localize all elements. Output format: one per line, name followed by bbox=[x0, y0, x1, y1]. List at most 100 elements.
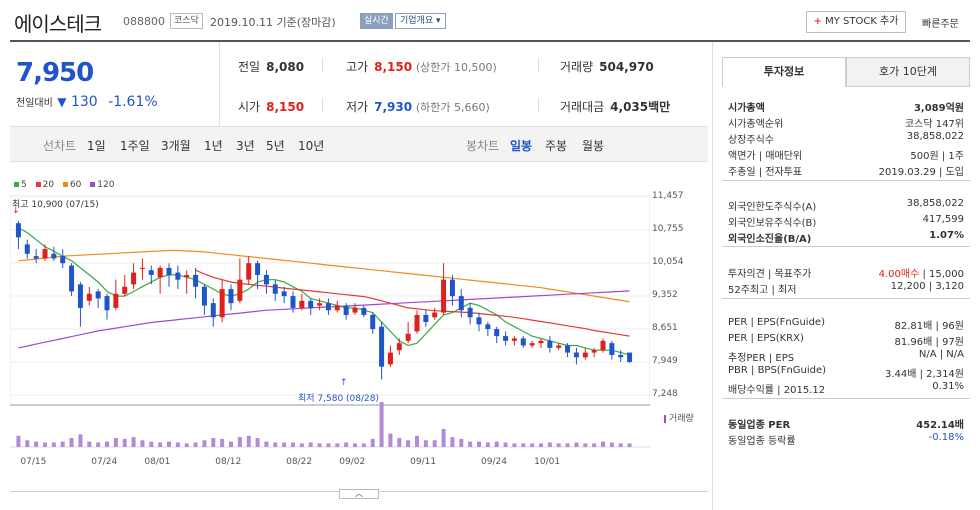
y-tick-label: 10,054 bbox=[652, 257, 684, 267]
candle-body bbox=[166, 267, 172, 275]
candle-body bbox=[379, 326, 385, 367]
info-label: 추정PER | EPS bbox=[728, 353, 795, 364]
stock-code: 088800 bbox=[123, 15, 165, 28]
period-monthly[interactable]: 월봉 bbox=[582, 139, 605, 153]
period-weekly[interactable]: 주봉 bbox=[545, 139, 568, 153]
volume-bar bbox=[530, 443, 535, 447]
change-value: 130 bbox=[70, 94, 98, 110]
down-arrow-icon: ↓ bbox=[12, 206, 20, 216]
y-tick-label: 11,457 bbox=[652, 191, 684, 201]
candlestick-chart[interactable] bbox=[10, 195, 650, 457]
section-divider bbox=[722, 398, 970, 399]
legend-ma5-label: 5 bbox=[21, 180, 27, 190]
x-tick-label: 07/24 bbox=[91, 457, 118, 467]
candle-body bbox=[485, 324, 491, 330]
period-3y[interactable]: 3년 bbox=[236, 139, 255, 153]
candle-body bbox=[556, 345, 562, 348]
info-value: 3.44배 | 2,314원 bbox=[884, 369, 964, 380]
candle-body bbox=[334, 305, 340, 311]
info-value: 38,858,022 bbox=[906, 198, 964, 209]
plus-icon: + bbox=[813, 16, 822, 27]
volume: 거래량 504,970 bbox=[560, 58, 654, 75]
candle-body bbox=[281, 291, 287, 297]
info-label: PBR | BPS(FnGuide) bbox=[728, 365, 827, 376]
volume-bar bbox=[521, 443, 526, 447]
candle-body bbox=[423, 314, 429, 322]
price-change: 전일대비 ▼ 130 -1.61% bbox=[16, 94, 158, 110]
info-row: PER | EPS(KRX) 81.96배 | 97원 bbox=[722, 331, 970, 348]
volume-bar bbox=[184, 443, 189, 447]
candle-body bbox=[290, 296, 296, 308]
tab-orderbook[interactable]: 호가 10단계 bbox=[846, 57, 970, 87]
volume-bar bbox=[317, 443, 322, 447]
volume-bar bbox=[264, 441, 269, 447]
high-annotation-label: 최고 10,900 (07/15) bbox=[12, 200, 99, 210]
volume-bar bbox=[96, 442, 101, 447]
current-price: 7,950 bbox=[16, 58, 94, 88]
low-value: 7,930 bbox=[374, 100, 413, 114]
volume-bar bbox=[485, 442, 490, 447]
candle-body bbox=[86, 293, 92, 301]
info-label: 동일업종 PER bbox=[728, 420, 791, 431]
info-label: PER | EPS(FnGuide) bbox=[728, 317, 825, 328]
info-value: 코스닥 147위 bbox=[904, 119, 964, 130]
realtime-button[interactable]: 실시간 bbox=[360, 13, 393, 29]
candle-body bbox=[494, 329, 500, 337]
prev-close-label: 전일 bbox=[238, 60, 261, 74]
info-row: 외국인한도주식수(A) 38,858,022 bbox=[722, 196, 970, 213]
market-badge: 코스닥 bbox=[170, 13, 203, 29]
info-row: 시가총액순위 코스닥 147위 bbox=[722, 113, 970, 130]
candle-body bbox=[263, 274, 269, 285]
tab-investment-info[interactable]: 투자정보 bbox=[722, 57, 846, 87]
volume-bar bbox=[140, 440, 145, 447]
ma-legend: 5 20 60 120 bbox=[14, 180, 120, 190]
info-label: 시가총액 bbox=[728, 103, 765, 114]
prev-close: 전일 8,080 bbox=[238, 58, 304, 75]
period-10y[interactable]: 10년 bbox=[298, 139, 325, 153]
info-value: 1.07% bbox=[929, 230, 964, 241]
volume-bar bbox=[565, 443, 570, 447]
period-3m[interactable]: 3개월 bbox=[161, 139, 191, 153]
candle-body bbox=[325, 303, 331, 311]
period-1w[interactable]: 1주일 bbox=[120, 139, 150, 153]
candle-body bbox=[113, 293, 119, 308]
low-label: 저가 bbox=[346, 100, 369, 114]
info-label: 외국인한도주식수(A) bbox=[728, 202, 817, 213]
company-overview-button[interactable]: 기업개요 ▾ bbox=[395, 13, 446, 29]
volume-bar bbox=[43, 442, 47, 447]
candle-body bbox=[573, 352, 579, 358]
stock-header: 에이스테크 088800 코스닥 2019.10.11 기준(장마감) 실시간 … bbox=[0, 0, 980, 40]
collapse-chart-button[interactable]: ︿ bbox=[339, 489, 379, 499]
volume-bar bbox=[503, 442, 508, 447]
section-divider bbox=[722, 298, 970, 299]
volume-bar bbox=[335, 443, 340, 447]
info-label: 액면가 | 매매단위 bbox=[728, 151, 803, 162]
candle-body bbox=[228, 289, 234, 304]
x-tick-label: 08/12 bbox=[215, 457, 242, 467]
add-mystock-button[interactable]: + MY STOCK 추가 bbox=[806, 11, 906, 33]
lower-limit: (하한가 5,660) bbox=[415, 101, 490, 114]
quick-order-link[interactable]: 빠른주문 bbox=[922, 19, 959, 30]
candle-body bbox=[299, 300, 305, 308]
info-row: 배당수익률 | 2015.12 0.31% bbox=[722, 379, 970, 396]
candle-body bbox=[148, 270, 154, 275]
candle-body bbox=[591, 350, 597, 353]
candle-body bbox=[387, 352, 393, 365]
info-row: 상장주식수 38,858,022 bbox=[722, 129, 970, 146]
info-value: 452.14배 bbox=[916, 420, 964, 431]
period-1y[interactable]: 1년 bbox=[204, 139, 223, 153]
period-5y[interactable]: 5년 bbox=[266, 139, 285, 153]
period-daily[interactable]: 일봉 bbox=[510, 139, 533, 153]
volume-bar bbox=[60, 441, 65, 447]
x-tick-label: 09/11 bbox=[410, 457, 437, 467]
volume-bar bbox=[105, 441, 109, 447]
info-value: 4.00매수 | 15,000 bbox=[879, 265, 964, 280]
candle-body bbox=[405, 333, 411, 341]
volume-bar bbox=[69, 438, 74, 447]
period-1d[interactable]: 1일 bbox=[87, 139, 106, 153]
upper-limit: (상한가 10,500) bbox=[415, 61, 497, 74]
volume-bar bbox=[273, 442, 278, 447]
candle-body bbox=[272, 284, 278, 294]
candle-body bbox=[503, 336, 509, 341]
volume-bar bbox=[113, 438, 118, 447]
